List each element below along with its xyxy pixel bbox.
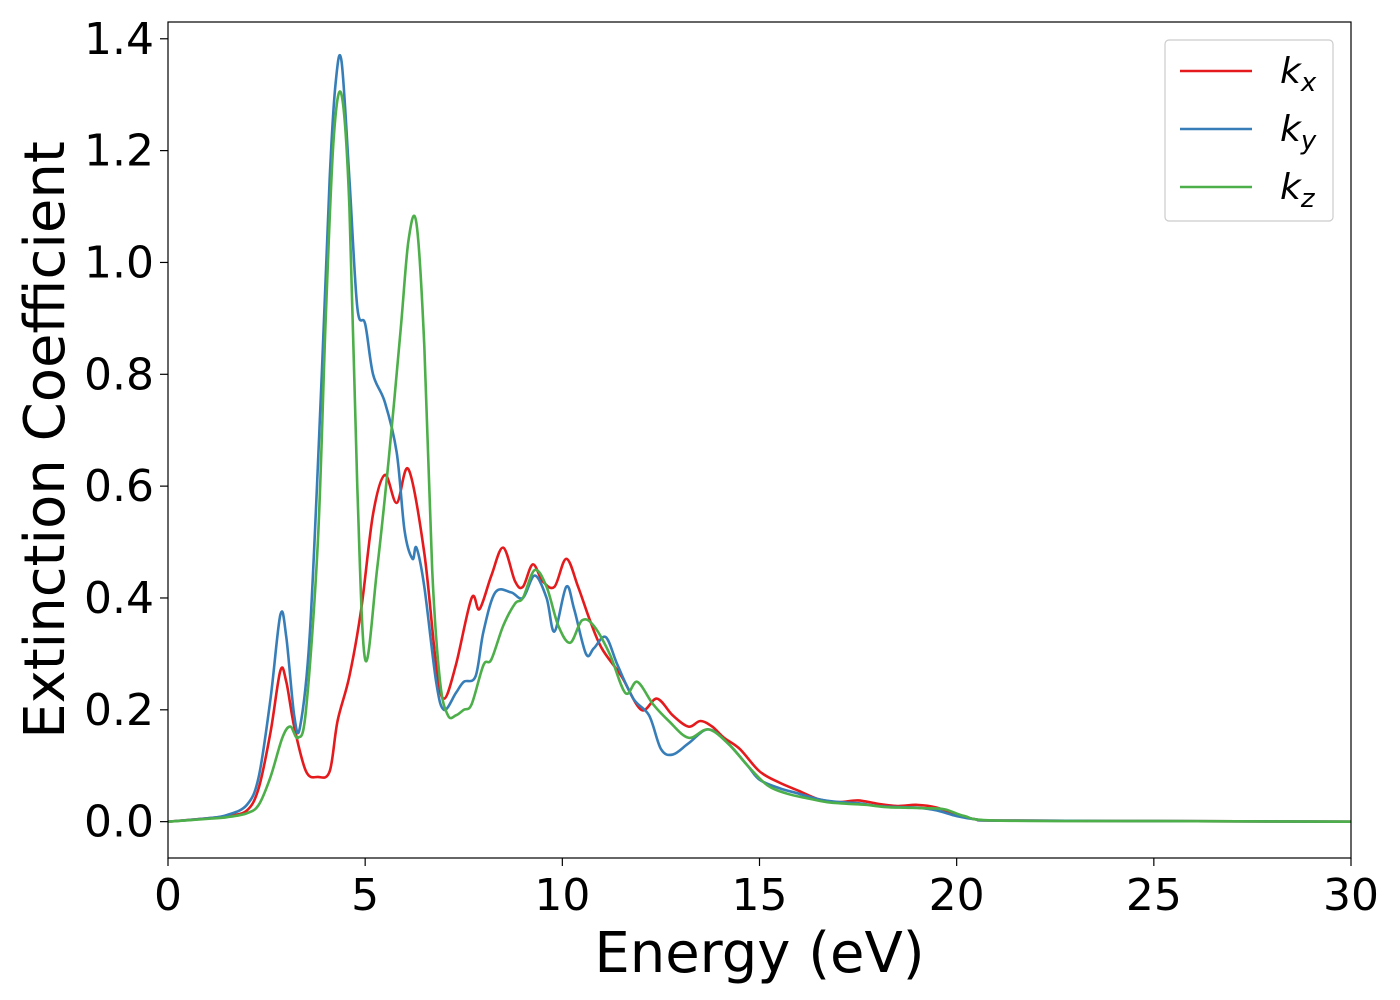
y-axis-ticks: 0.0 0.2 0.4 0.6 0.8 1.0 1.2 1.4 [84,14,168,848]
legend-label-kz: kz [1280,167,1316,214]
legend: kx ky kz [1164,39,1334,222]
y-axis-label: Extinction Coefficient [13,141,78,739]
series-line-kz [168,90,1351,823]
x-tick-label: 25 [1126,870,1182,921]
y-tick-label: 0.4 [84,573,154,624]
y-tick-label: 0.0 [84,797,154,848]
x-tick-label: 30 [1323,870,1379,921]
x-tick-label: 20 [929,870,985,921]
plot-area [168,53,1351,823]
x-tick-label: 15 [732,870,788,921]
y-tick-label: 0.8 [84,349,154,400]
y-tick-label: 1.0 [84,237,154,288]
y-tick-label: 0.2 [84,685,154,736]
legend-label-kx: kx [1280,51,1317,98]
legend-box [1164,39,1334,222]
axes-frame [167,21,1352,859]
series-line-kx [168,467,1351,823]
y-tick-label: 1.4 [84,14,154,65]
x-tick-label: 0 [154,870,182,921]
series-line-ky [168,53,1351,823]
legend-label-ky: ky [1280,109,1317,156]
y-tick-label: 0.6 [84,461,154,512]
x-axis-ticks: 0 5 10 15 20 25 30 [154,858,1379,921]
y-tick-label: 1.2 [84,126,154,177]
x-axis-label: Energy (eV) [594,921,924,986]
x-tick-label: 10 [534,870,590,921]
x-tick-label: 5 [351,870,379,921]
